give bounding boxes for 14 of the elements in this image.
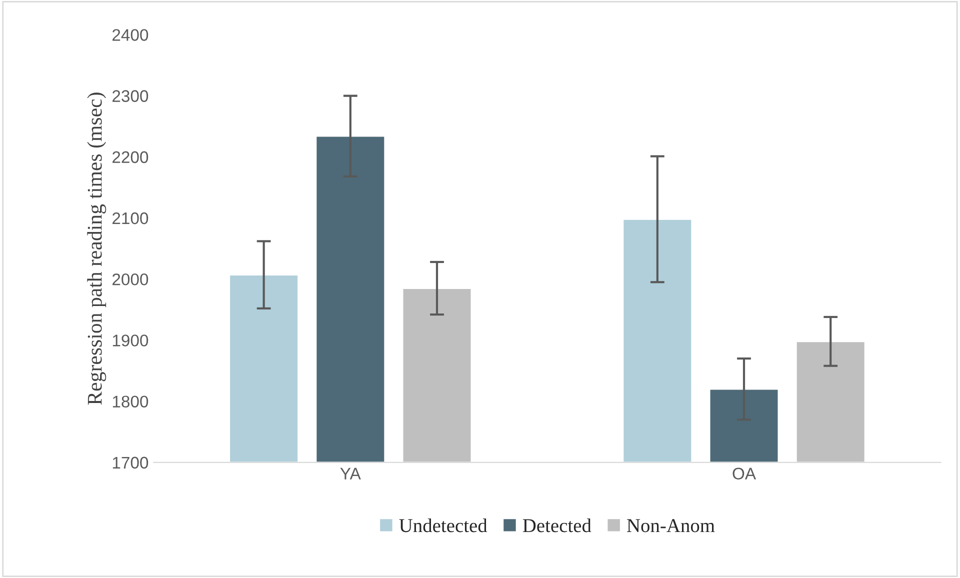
y-tick-label: 2100: [112, 212, 148, 224]
y-tick-label: 1700: [112, 456, 148, 469]
y-tick-label: 2000: [112, 273, 148, 286]
legend-label: Undetected: [399, 518, 488, 532]
y-tick-label: 2400: [112, 29, 148, 41]
y-tick-label: 2200: [112, 151, 148, 164]
x-tick-label: YA: [340, 468, 361, 480]
legend-label: Detected: [522, 518, 592, 532]
y-axis-title: Regression path reading times (msec): [87, 92, 106, 405]
legend-label: Non-Anom: [627, 519, 715, 532]
x-tick-label: OA: [732, 468, 756, 480]
y-tick-label: 1800: [112, 396, 148, 408]
y-tick-label: 1900: [112, 334, 148, 346]
y-tick-label: 2300: [112, 90, 148, 102]
